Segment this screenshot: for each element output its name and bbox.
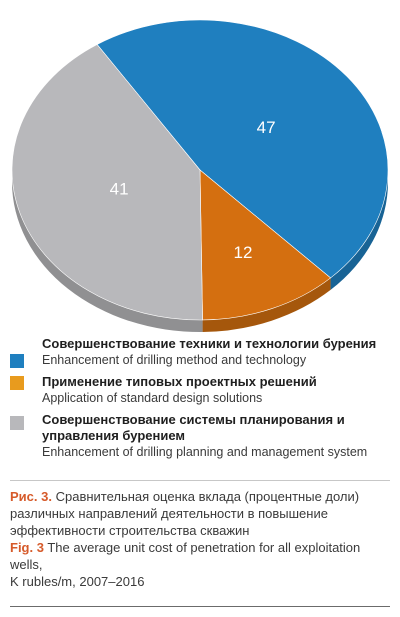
legend-swatch-orange (10, 376, 24, 390)
legend-item-drilling-technology: Совершенствование техники и технологии б… (10, 336, 395, 368)
caption-text-ru: Сравнительная оценка вклада (процентные … (10, 489, 360, 538)
pie-value-label-2: 41 (110, 180, 129, 199)
caption-label-en: Fig. 3 (10, 540, 44, 555)
legend-label-ru: Применение типовых проектных решений (42, 374, 317, 389)
legend-label-ru: Совершенствование системы планирования и… (42, 412, 345, 443)
legend-item-standard-design: Применение типовых проектных решений App… (10, 374, 395, 406)
legend-swatch-blue (10, 354, 24, 368)
divider (10, 606, 390, 607)
pie-value-labels: 47 12 41 (110, 118, 276, 262)
legend: Совершенствование техники и технологии б… (10, 336, 395, 460)
divider (10, 480, 390, 481)
caption-line-en: Fig. 3 The average unit cost of penetrat… (10, 539, 395, 573)
legend-label-en: Enhancement of drilling method and techn… (42, 353, 307, 367)
pie-edge-1 (202, 277, 331, 332)
pie-chart: 47 12 41 (11, 19, 389, 332)
legend-label-en: Application of standard design solutions (42, 391, 263, 405)
caption-text-en-units: K rubles/m, 2007–2016 (10, 574, 145, 589)
pie-slices (11, 19, 389, 321)
caption-label-ru: Рис. 3. (10, 489, 52, 504)
pie-slice-2 (11, 44, 203, 321)
legend-item-planning-management: Совершенствование системы планирования и… (10, 412, 395, 460)
caption-text-en: The average unit cost of penetration for… (10, 540, 361, 572)
pie-value-label-1: 12 (233, 243, 252, 262)
pie-value-label-0: 47 (257, 118, 276, 137)
pie-slice-1 (199, 169, 332, 321)
pie-edge-0 (330, 170, 388, 290)
legend-swatch-gray (10, 416, 24, 430)
pie-3d-edge (12, 170, 388, 332)
legend-label-ru: Совершенствование техники и технологии б… (42, 336, 377, 351)
pie-slice-0 (96, 19, 389, 279)
legend-label-en: Enhancement of drilling planning and man… (42, 445, 368, 459)
figure-caption: Рис. 3. Сравнительная оценка вклада (про… (10, 488, 395, 590)
